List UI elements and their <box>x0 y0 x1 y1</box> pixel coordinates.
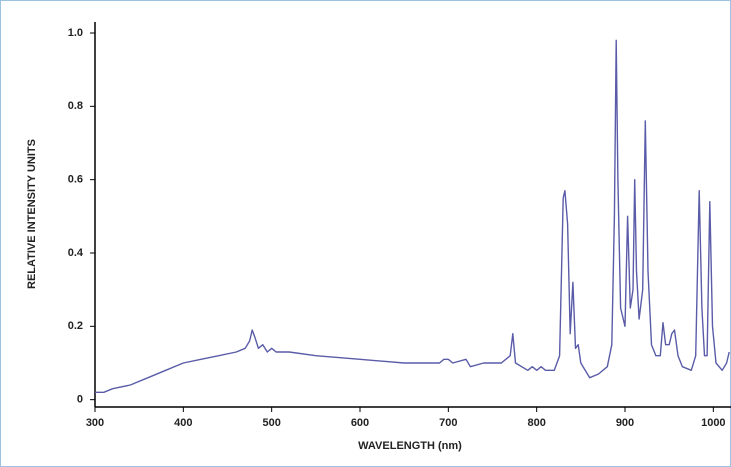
x-tick-label: 300 <box>86 417 104 429</box>
y-tick-label: 0.4 <box>68 247 84 259</box>
x-axis-label: WAVELENGTH (nm) <box>358 440 462 452</box>
y-tick-label: 0.6 <box>68 174 83 186</box>
y-tick-label: 0 <box>77 394 83 406</box>
x-tick-label: 1000 <box>701 417 725 429</box>
x-tick-label: 600 <box>351 417 369 429</box>
x-tick-label: 400 <box>174 417 192 429</box>
x-tick-label: 700 <box>439 417 457 429</box>
x-tick-label: 900 <box>616 417 634 429</box>
y-tick-label: 1.0 <box>68 27 83 39</box>
spectrum-line <box>95 39 730 393</box>
y-tick-label: 0.2 <box>68 320 83 332</box>
x-tick-label: 800 <box>527 417 545 429</box>
x-tick-label: 500 <box>262 417 280 429</box>
y-tick-label: 0.8 <box>68 100 83 112</box>
y-axis-label: RELATIVE INTENSITY UNITS <box>26 139 38 289</box>
